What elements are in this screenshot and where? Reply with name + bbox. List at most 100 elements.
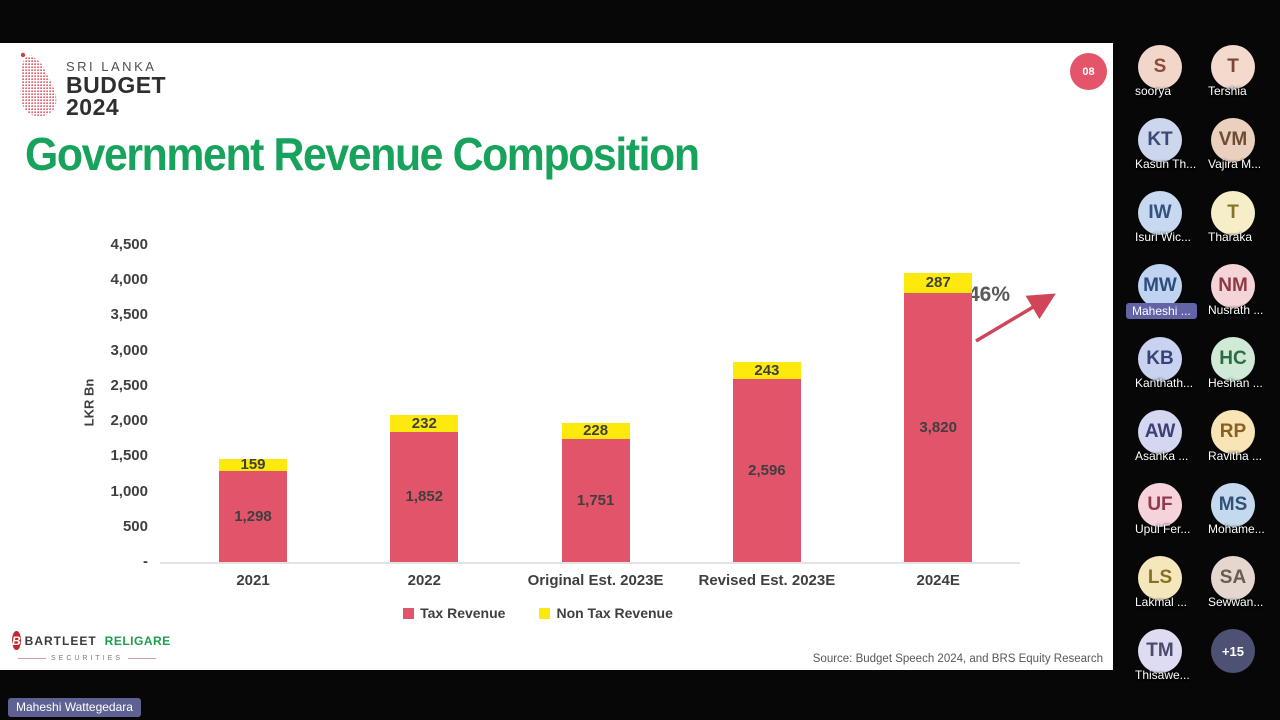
participant-name: Tharaka — [1208, 230, 1253, 244]
participant-tile[interactable]: IW Isuri Wic... — [1135, 191, 1212, 244]
avatar[interactable]: IW — [1138, 191, 1182, 235]
plot-area: 46% 159 1,298 232 1,852 228 1,751 243 2,596 287 3… — [160, 245, 1056, 564]
avatar[interactable]: MS — [1211, 483, 1255, 527]
overflow-count-avatar[interactable]: +15 — [1211, 629, 1255, 673]
avatar[interactable]: HC — [1211, 337, 1255, 381]
avatar[interactable]: MW — [1138, 264, 1182, 308]
y-tick-label: 2,000 — [110, 412, 148, 430]
securities-label: SECURITIES — [50, 655, 123, 662]
source-note: Source: Budget Speech 2024, and BRS Equi… — [812, 653, 1103, 665]
participant-name: Isuri Wic... — [1135, 230, 1191, 244]
participant-tile[interactable]: LS Lakmal ... — [1135, 556, 1212, 609]
y-tick-label: 4,500 — [110, 236, 148, 253]
legend-label: Tax Revenue — [420, 605, 506, 621]
participant-name: Thisawe... — [1135, 668, 1190, 682]
avatar[interactable]: SA — [1211, 556, 1255, 600]
sri-lanka-map-icon — [20, 52, 57, 117]
non-tax-value-label: 228 — [583, 422, 609, 440]
tax-revenue-segment: 2,596 — [732, 379, 801, 562]
category-label: 2021 — [236, 572, 270, 589]
avatar[interactable]: NM — [1211, 264, 1255, 308]
participant-tile[interactable]: MS Mohame... — [1208, 483, 1280, 536]
participant-name: Upul Fer... — [1135, 522, 1191, 536]
shared-slide: SRI LANKA BUDGET 2024 08 Government Reve… — [0, 43, 1113, 670]
participant-tile[interactable]: TM Thisawe... — [1135, 629, 1212, 682]
participant-name: Tershia — [1208, 84, 1247, 98]
stacked-bar-2022: 232 1,852 — [390, 414, 459, 562]
avatar[interactable]: KT — [1138, 118, 1182, 162]
non-tax-value-label: 287 — [925, 274, 951, 292]
tax-value-label: 1,852 — [405, 488, 444, 506]
avatar[interactable]: RP — [1211, 410, 1255, 454]
avatar[interactable]: S — [1138, 45, 1182, 89]
participant-tile[interactable]: NM Nusrath ... — [1208, 264, 1280, 317]
tax-revenue-segment: 1,751 — [561, 438, 630, 562]
bartleet-icon: B — [12, 631, 21, 650]
legend-item: Tax Revenue — [403, 605, 505, 621]
participant-tile[interactable]: RP Ravitha ... — [1208, 410, 1280, 463]
y-tick-label: - — [143, 553, 148, 570]
avatar[interactable]: AW — [1138, 410, 1182, 454]
avatar[interactable]: KB — [1138, 337, 1182, 381]
y-tick-label: 500 — [122, 517, 148, 535]
legend-item: Non Tax Revenue — [539, 605, 673, 621]
non-tax-value-label: 159 — [240, 456, 266, 474]
brand-footer: B BARTLEET RELIGARE SECURITIES — [12, 631, 170, 662]
participant-name: Sewwan... — [1208, 595, 1264, 609]
tax-revenue-segment: 1,852 — [390, 431, 459, 562]
y-tick-label: 1,000 — [110, 482, 148, 500]
logo-year: 2024 — [66, 94, 120, 120]
participant-tile[interactable]: T Tershia — [1208, 45, 1280, 98]
participant-name: Kasun Th... — [1135, 157, 1197, 171]
tax-value-label: 2,596 — [748, 462, 786, 480]
participant-name: Kanthath... — [1135, 376, 1194, 390]
participant-tile[interactable]: KT Kasun Th... — [1135, 118, 1212, 171]
participant-tile[interactable]: MW Maheshi ... — [1126, 264, 1212, 319]
participant-name: Lakmal ... — [1135, 595, 1188, 609]
participant-name: Ravitha ... — [1208, 449, 1263, 463]
participant-overflow-tile[interactable]: +15 — [1211, 629, 1280, 673]
avatar[interactable]: TM — [1138, 629, 1182, 673]
non-tax-value-label: 232 — [411, 414, 437, 432]
participant-tile[interactable]: UF Upul Fer... — [1135, 483, 1212, 536]
participant-tile[interactable]: KB Kanthath... — [1135, 337, 1212, 390]
tax-revenue-segment: 1,298 — [219, 470, 287, 562]
bartleet-name: BARTLEET — [24, 633, 97, 648]
participant-tile[interactable]: AW Asanka ... — [1135, 410, 1212, 463]
participant-tile[interactable]: T Tharaka — [1208, 191, 1280, 244]
participant-tile[interactable]: HC Heshan ... — [1208, 337, 1280, 390]
avatar[interactable]: UF — [1138, 483, 1182, 527]
avatar[interactable]: T — [1211, 45, 1255, 89]
revenue-chart: LKR Bn 4,500 4,000 3,500 3,000 2,500 2,000 1,5… — [0, 236, 1113, 665]
y-tick-label: 4,000 — [110, 271, 148, 289]
participant-name: Mohame... — [1208, 522, 1265, 536]
participant-name: Vajira M... — [1208, 157, 1262, 171]
y-tick-label: 1,500 — [110, 447, 148, 465]
presenter-name-badge: Maheshi Wattegedara — [8, 698, 141, 717]
participant-name: Asanka ... — [1135, 449, 1189, 463]
religare-name: RELIGARE — [104, 633, 171, 648]
participant-tile[interactable]: VM Vajira M... — [1208, 118, 1280, 171]
growth-annotation: 46% — [968, 283, 1011, 306]
category-label: Original Est. 2023E — [527, 572, 664, 589]
non-tax-revenue-segment: 228 — [561, 422, 630, 440]
non-tax-revenue-segment: 243 — [732, 362, 801, 380]
avatar[interactable]: T — [1211, 191, 1255, 235]
tax-value-label: 3,820 — [919, 418, 957, 436]
avatar[interactable]: VM — [1211, 118, 1255, 162]
non-tax-revenue-segment: 287 — [904, 272, 973, 293]
category-label: Revised Est. 2023E — [698, 572, 836, 589]
non-tax-value-label: 243 — [754, 362, 780, 380]
category-label: 2024E — [916, 572, 960, 589]
stacked-bar-revised-est-2023e: 243 2,596 — [732, 362, 801, 562]
tax-value-label: 1,298 — [234, 507, 272, 525]
non-tax-revenue-segment: 159 — [219, 456, 287, 474]
participant-name-active: Maheshi ... — [1126, 303, 1197, 319]
avatar[interactable]: LS — [1138, 556, 1182, 600]
stacked-bar-2024e: 287 3,820 — [904, 272, 973, 562]
participant-tile[interactable]: SA Sewwan... — [1208, 556, 1280, 609]
tax-revenue-segment: 3,820 — [904, 292, 973, 562]
